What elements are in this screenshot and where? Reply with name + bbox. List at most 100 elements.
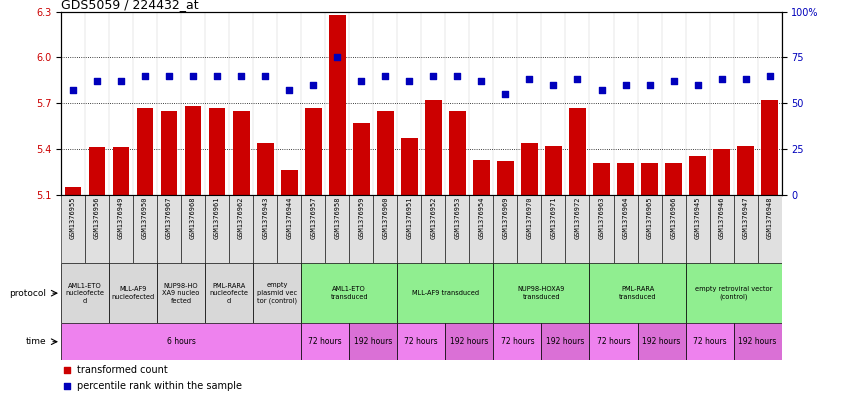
Text: protocol: protocol [9, 289, 47, 298]
Text: GSM1376970: GSM1376970 [526, 196, 532, 239]
Point [475, 78, 488, 84]
Bar [638, 323, 685, 360]
Bar [449, 111, 466, 195]
Text: 72 hours: 72 hours [693, 337, 727, 346]
Bar [590, 323, 638, 360]
Bar [641, 163, 658, 195]
Bar [353, 123, 370, 195]
Bar [685, 323, 733, 360]
Text: GSM1376957: GSM1376957 [310, 196, 316, 239]
Point [498, 91, 512, 97]
Text: GSM1376967: GSM1376967 [166, 196, 172, 239]
Text: GSM1376952: GSM1376952 [431, 196, 437, 239]
Text: GSM1376948: GSM1376948 [766, 196, 772, 239]
Bar [349, 323, 398, 360]
Text: empty retroviral vector
(control): empty retroviral vector (control) [695, 286, 772, 300]
Bar [301, 323, 349, 360]
Bar [61, 323, 301, 360]
Bar [61, 263, 109, 323]
Bar [665, 163, 682, 195]
Point [60, 383, 74, 389]
Bar [521, 143, 538, 195]
Bar [109, 195, 133, 263]
Text: NUP98-HO
XA9 nucleo
fected: NUP98-HO XA9 nucleo fected [162, 283, 200, 304]
Text: GSM1376962: GSM1376962 [238, 196, 244, 239]
Bar [493, 195, 518, 263]
Point [331, 54, 344, 61]
Point [258, 73, 272, 79]
Point [547, 82, 560, 88]
Text: MLL-AF9 transduced: MLL-AF9 transduced [412, 290, 479, 296]
Point [138, 73, 151, 79]
Bar [758, 195, 782, 263]
Bar [445, 323, 493, 360]
Bar [61, 195, 85, 263]
Bar [737, 146, 754, 195]
Text: PML-RARA
nucleofecte
d: PML-RARA nucleofecte d [210, 283, 249, 304]
Bar [398, 323, 445, 360]
Bar [157, 263, 205, 323]
Bar [685, 263, 782, 323]
Point [667, 78, 680, 84]
Text: GSM1376943: GSM1376943 [262, 196, 268, 239]
Text: GSM1376966: GSM1376966 [671, 196, 677, 239]
Point [763, 73, 777, 79]
Text: GSM1376954: GSM1376954 [478, 196, 485, 239]
Bar [398, 263, 493, 323]
Bar [617, 163, 634, 195]
Point [66, 87, 80, 94]
Bar [281, 170, 298, 195]
Text: GSM1376944: GSM1376944 [286, 196, 292, 239]
Point [306, 82, 320, 88]
Bar [376, 111, 393, 195]
Bar [184, 106, 201, 195]
Text: 72 hours: 72 hours [309, 337, 342, 346]
Text: time: time [26, 337, 47, 346]
Text: 192 hours: 192 hours [642, 337, 681, 346]
Text: GSM1376945: GSM1376945 [695, 196, 700, 239]
Text: 192 hours: 192 hours [450, 337, 488, 346]
Point [354, 78, 368, 84]
Point [571, 76, 585, 83]
Bar [593, 163, 610, 195]
Bar [541, 323, 590, 360]
Point [378, 73, 392, 79]
Text: AML1-ETO
transduced: AML1-ETO transduced [331, 286, 368, 300]
Text: GSM1376965: GSM1376965 [646, 196, 652, 239]
Point [211, 73, 224, 79]
Bar [305, 108, 321, 195]
Bar [710, 195, 733, 263]
Text: PML-RARA
transduced: PML-RARA transduced [618, 286, 656, 300]
Bar [205, 263, 253, 323]
Text: GSM1376951: GSM1376951 [406, 196, 412, 239]
Text: GSM1376964: GSM1376964 [623, 196, 629, 239]
Text: GSM1376968: GSM1376968 [190, 196, 196, 239]
Bar [541, 195, 565, 263]
Bar [373, 195, 398, 263]
Bar [497, 161, 514, 195]
Text: empty
plasmid vec
tor (control): empty plasmid vec tor (control) [257, 283, 297, 304]
Bar [233, 111, 250, 195]
Point [426, 73, 440, 79]
Bar [205, 195, 229, 263]
Bar [569, 108, 586, 195]
Text: 72 hours: 72 hours [501, 337, 534, 346]
Bar [733, 195, 758, 263]
Bar [613, 195, 638, 263]
Bar [590, 195, 613, 263]
Bar [64, 187, 81, 195]
Bar [590, 263, 685, 323]
Text: 192 hours: 192 hours [354, 337, 393, 346]
Bar [256, 143, 273, 195]
Point [595, 87, 608, 94]
Text: 6 hours: 6 hours [167, 337, 195, 346]
Bar [349, 195, 373, 263]
Bar [689, 156, 706, 195]
Text: MLL-AF9
nucleofected: MLL-AF9 nucleofected [112, 286, 155, 300]
Bar [277, 195, 301, 263]
Bar [301, 195, 325, 263]
Bar [301, 263, 398, 323]
Point [715, 76, 728, 83]
Bar [398, 195, 421, 263]
Bar [425, 100, 442, 195]
